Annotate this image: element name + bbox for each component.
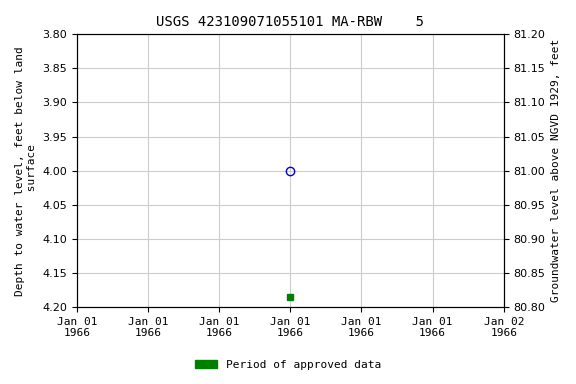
Y-axis label: Groundwater level above NGVD 1929, feet: Groundwater level above NGVD 1929, feet — [551, 39, 561, 302]
Title: USGS 423109071055101 MA-RBW    5: USGS 423109071055101 MA-RBW 5 — [156, 15, 425, 29]
Y-axis label: Depth to water level, feet below land
 surface: Depth to water level, feet below land su… — [15, 46, 37, 296]
Legend: Period of approved data: Period of approved data — [191, 356, 385, 375]
